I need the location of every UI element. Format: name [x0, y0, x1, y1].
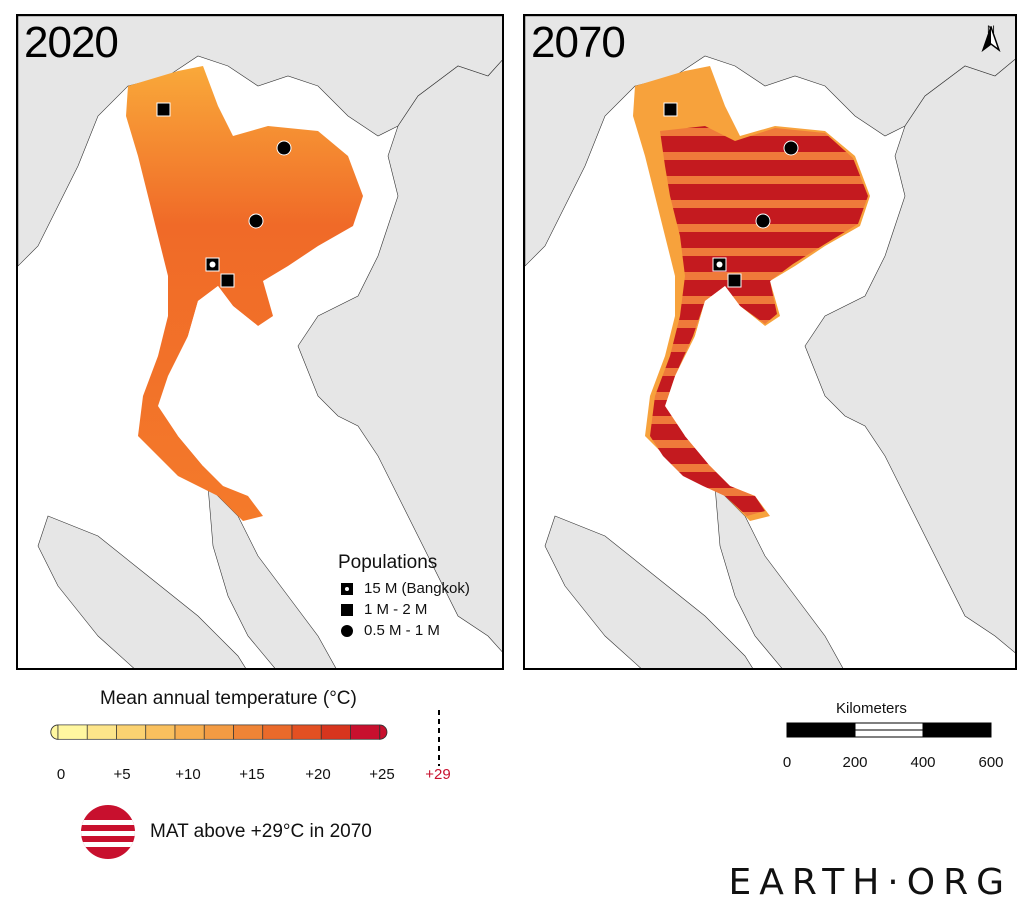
map-2070-canvas — [525, 16, 1015, 668]
city-marker-chonburi-2070 — [727, 273, 742, 288]
city-marker-khon-kaen — [248, 213, 264, 229]
square-icon — [341, 603, 353, 616]
land-east-2070 — [804, 58, 1015, 654]
legend-row-bangkok: 15 M (Bangkok) — [338, 578, 470, 599]
circle-icon — [341, 624, 353, 637]
temperature-tick-label: +5 — [113, 766, 131, 783]
mat-legend: MAT above +29°C in 2070 — [80, 804, 372, 860]
land-malaysia — [207, 485, 337, 668]
striped-circle-icon — [81, 805, 135, 859]
color-bar-cap-left — [50, 724, 59, 740]
city-marker-bangkok-center — [209, 261, 216, 268]
color-bar-segment — [350, 724, 381, 740]
legend-row-1m-2m: 1 M - 2 M — [338, 599, 470, 620]
temperature-tick-label: 0 — [56, 766, 66, 783]
thailand-2020 — [126, 66, 363, 521]
threshold-dashed-line — [438, 710, 440, 766]
temperature-tick-label: +15 — [239, 766, 265, 783]
city-marker-bangkok-center-2070 — [716, 261, 723, 268]
populations-title: Populations — [338, 552, 438, 573]
north-arrow-icon — [981, 26, 1001, 52]
gulf-of-thailand-2070 — [675, 286, 780, 466]
north-arrow: N — [981, 24, 1001, 52]
map-2070: 2070 N — [523, 14, 1017, 670]
populations-legend: Populations 15 M (Bangkok) 1 M - 2 M 0.5… — [338, 552, 470, 641]
year-label-2020: 2020 — [24, 18, 119, 67]
scale-bar-title: Kilometers — [836, 700, 907, 717]
temperature-tick-label: +10 — [175, 766, 201, 783]
temperature-tick-label: +25 — [369, 766, 395, 783]
gulf-of-thailand — [168, 286, 273, 466]
temperature-legend: Mean annual temperature (°C) 0 +5 +10 +15 +2… — [28, 688, 488, 808]
color-bar-segment — [145, 724, 176, 740]
land-sumatra-2070 — [544, 515, 753, 668]
earth-org-logo: EARTH·ORG — [728, 862, 1012, 903]
map-2020-canvas — [18, 16, 502, 668]
scale-label-200: 200 — [842, 754, 868, 771]
city-marker-chiang-mai-2070 — [663, 102, 678, 117]
legend-label-bangkok: 15 M (Bangkok) — [364, 580, 470, 597]
color-bar-segment — [57, 724, 88, 740]
color-bar-segment — [262, 724, 293, 740]
temperature-color-bar — [50, 724, 388, 740]
city-marker-udon — [276, 140, 292, 156]
land-sumatra — [37, 515, 246, 668]
city-marker-chiang-mai — [156, 102, 171, 117]
land-malaysia-2070 — [714, 485, 844, 668]
color-bar-segment — [86, 724, 117, 740]
year-label-2070: 2070 — [531, 18, 626, 67]
city-marker-khon-kaen-2070 — [755, 213, 771, 229]
color-bar-segment — [291, 724, 322, 740]
legend-row-05m-1m: 0.5 M - 1 M — [338, 620, 470, 641]
scale-bar-graphic — [786, 722, 992, 738]
map-2020: 2020 Populations 15 M (Bangkok) 1 M - 2 … — [16, 14, 504, 670]
color-bar-cap-right — [379, 724, 388, 740]
mat-above-29-area — [650, 126, 868, 516]
temperature-tick-label: +20 — [305, 766, 331, 783]
legend-label-1m-2m: 1 M - 2 M — [364, 601, 428, 618]
temperature-tick-label: +29 — [425, 766, 451, 783]
scale-bar: Kilometers 0 200 400 600 — [780, 700, 1004, 780]
color-bar-segment — [203, 724, 234, 740]
scale-label-0: 0 — [782, 754, 792, 771]
temperature-legend-title: Mean annual temperature (°C) — [100, 688, 357, 709]
color-bar-segment — [174, 724, 205, 740]
land-east — [297, 59, 502, 653]
legend-label-05m-1m: 0.5 M - 1 M — [364, 622, 440, 639]
scale-label-600: 600 — [978, 754, 1004, 771]
color-bar-segment — [116, 724, 147, 740]
color-bar-segment — [320, 724, 351, 740]
mat-legend-label: MAT above +29°C in 2070 — [150, 821, 372, 842]
color-bar-segment — [233, 724, 264, 740]
scale-label-400: 400 — [910, 754, 936, 771]
city-marker-udon-2070 — [783, 140, 799, 156]
city-marker-chonburi — [220, 273, 235, 288]
open-square-icon — [341, 582, 353, 595]
